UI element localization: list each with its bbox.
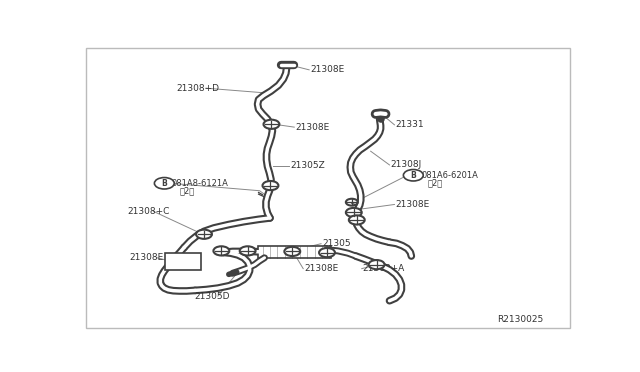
- Text: 21308+C: 21308+C: [127, 207, 170, 216]
- Bar: [165, 253, 201, 270]
- Circle shape: [262, 181, 278, 190]
- Circle shape: [154, 177, 174, 189]
- Text: 21308E: 21308E: [304, 264, 339, 273]
- Text: 21308J: 21308J: [390, 160, 422, 169]
- Circle shape: [284, 247, 300, 256]
- Circle shape: [346, 199, 358, 206]
- Circle shape: [346, 208, 362, 217]
- Circle shape: [240, 246, 255, 256]
- Text: 21308E: 21308E: [310, 65, 345, 74]
- Text: B: B: [410, 171, 416, 180]
- Text: 21305Z: 21305Z: [291, 161, 326, 170]
- Text: 21305D: 21305D: [194, 292, 230, 301]
- Text: （2）: （2）: [428, 179, 442, 188]
- Text: 081A8-6121A: 081A8-6121A: [172, 179, 228, 188]
- Circle shape: [349, 215, 365, 225]
- Text: 21308+D: 21308+D: [177, 84, 220, 93]
- Text: B: B: [161, 179, 167, 188]
- Circle shape: [196, 230, 212, 239]
- Text: 21305: 21305: [322, 239, 351, 248]
- Circle shape: [369, 260, 385, 269]
- Text: 21308E: 21308E: [129, 253, 164, 262]
- Circle shape: [319, 248, 335, 257]
- Circle shape: [213, 246, 229, 256]
- Text: 21308E: 21308E: [296, 123, 330, 132]
- Circle shape: [403, 170, 423, 181]
- Circle shape: [264, 120, 280, 129]
- Bar: [257, 246, 331, 258]
- Text: 21308+A: 21308+A: [363, 264, 405, 273]
- Text: 21331: 21331: [396, 121, 424, 129]
- Text: 21308E: 21308E: [396, 200, 429, 209]
- Text: R2130025: R2130025: [497, 315, 543, 324]
- Text: 081A6-6201A: 081A6-6201A: [421, 171, 478, 180]
- Text: （2）: （2）: [179, 187, 195, 196]
